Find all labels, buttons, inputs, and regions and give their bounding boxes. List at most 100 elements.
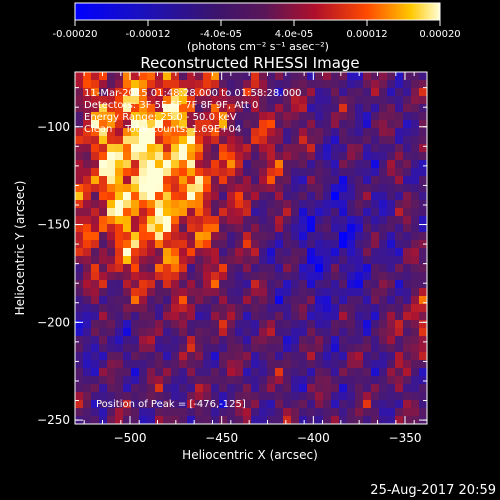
heatmap-cell (251, 96, 260, 105)
heatmap-cell (275, 304, 284, 313)
heatmap-cell (387, 296, 396, 305)
heatmap-cell (403, 184, 412, 193)
heatmap-cell (243, 352, 252, 361)
heatmap-cell (91, 224, 100, 233)
heatmap-cell (227, 304, 236, 313)
heatmap-cell (211, 112, 220, 121)
heatmap-cell (91, 128, 100, 137)
heatmap-cell (403, 144, 412, 153)
heatmap-cell (363, 96, 372, 105)
heatmap-cell (203, 320, 212, 329)
heatmap-cell (163, 328, 172, 337)
heatmap-cell (411, 152, 420, 161)
heatmap-cell (299, 144, 308, 153)
heatmap-cell (91, 160, 100, 169)
heatmap-cell (123, 280, 132, 289)
heatmap-cell (235, 392, 244, 401)
heatmap-cell (187, 104, 196, 113)
heatmap-cell (291, 272, 300, 281)
heatmap-cell (131, 88, 140, 97)
heatmap-cell (411, 344, 420, 353)
heatmap-cell (179, 256, 188, 265)
heatmap-cell (235, 360, 244, 369)
heatmap-cell (115, 312, 124, 321)
heatmap-cell (131, 160, 140, 169)
heatmap-cell (171, 288, 180, 297)
heatmap-cell (339, 352, 348, 361)
heatmap-cell (411, 216, 420, 225)
heatmap-cell (395, 336, 404, 345)
heatmap-cell (387, 384, 396, 393)
heatmap-cell (331, 192, 340, 201)
heatmap-cell (211, 216, 220, 225)
heatmap-cell (147, 376, 156, 385)
heatmap-cell (331, 352, 340, 361)
heatmap-cell (75, 192, 84, 201)
heatmap-cell (211, 264, 220, 273)
heatmap-cell (187, 280, 196, 289)
heatmap-cell (139, 272, 148, 281)
heatmap-cell (283, 120, 292, 129)
heatmap-cell (155, 248, 164, 257)
heatmap-cell (83, 376, 92, 385)
heatmap-cell (419, 72, 427, 81)
heatmap-cell (355, 256, 364, 265)
colorbar-unit-label: (photons cm⁻² s⁻¹ asec⁻²) (187, 40, 329, 53)
heatmap-cell (131, 280, 140, 289)
heatmap-cell (307, 184, 316, 193)
heatmap-cell (107, 128, 116, 137)
heatmap-cell (379, 312, 388, 321)
heatmap-cell (299, 80, 308, 89)
heatmap-cell (131, 392, 140, 401)
heatmap-cell (251, 248, 260, 257)
heatmap-cell (115, 208, 124, 217)
heatmap-cell (291, 176, 300, 185)
heatmap-cell (155, 344, 164, 353)
heatmap-cell (323, 72, 332, 81)
heatmap-cell (411, 296, 420, 305)
heatmap-cell (403, 192, 412, 201)
heatmap-cell (363, 296, 372, 305)
heatmap-cell (115, 400, 124, 409)
heatmap-cell (387, 240, 396, 249)
heatmap-cell (331, 408, 340, 417)
heatmap-cell (299, 224, 308, 233)
heatmap-cell (395, 224, 404, 233)
heatmap-cell (251, 224, 260, 233)
heatmap-cell (395, 296, 404, 305)
heatmap-cell (139, 320, 148, 329)
heatmap-cell (307, 80, 316, 89)
heatmap-cell (339, 416, 348, 424)
heatmap-cell (227, 280, 236, 289)
heatmap-cell (323, 256, 332, 265)
heatmap-cell (411, 328, 420, 337)
heatmap-cell (171, 248, 180, 257)
heatmap-cell (331, 256, 340, 265)
heatmap-cell (83, 176, 92, 185)
heatmap-cell (283, 384, 292, 393)
heatmap-cell (115, 248, 124, 257)
heatmap-cell (155, 104, 164, 113)
heatmap-cell (75, 240, 84, 249)
heatmap-cell (259, 256, 268, 265)
heatmap-cell (283, 136, 292, 145)
heatmap-cell (123, 216, 132, 225)
heatmap-cell (251, 72, 260, 81)
heatmap-cell (235, 336, 244, 345)
heatmap-cell (419, 112, 427, 121)
heatmap-cell (147, 104, 156, 113)
heatmap-cell (91, 216, 100, 225)
heatmap-cell (411, 352, 420, 361)
heatmap-cell (227, 128, 236, 137)
heatmap-cell (259, 128, 268, 137)
heatmap-cell (267, 368, 276, 377)
heatmap-cell (315, 264, 324, 273)
heatmap-cell (139, 312, 148, 321)
heatmap-cell (99, 200, 108, 209)
heatmap-cell (347, 136, 356, 145)
heatmap-cell (163, 160, 172, 169)
heatmap-cell (171, 280, 180, 289)
heatmap-cell (211, 376, 220, 385)
heatmap-cell (163, 304, 172, 313)
heatmap-cell (203, 216, 212, 225)
